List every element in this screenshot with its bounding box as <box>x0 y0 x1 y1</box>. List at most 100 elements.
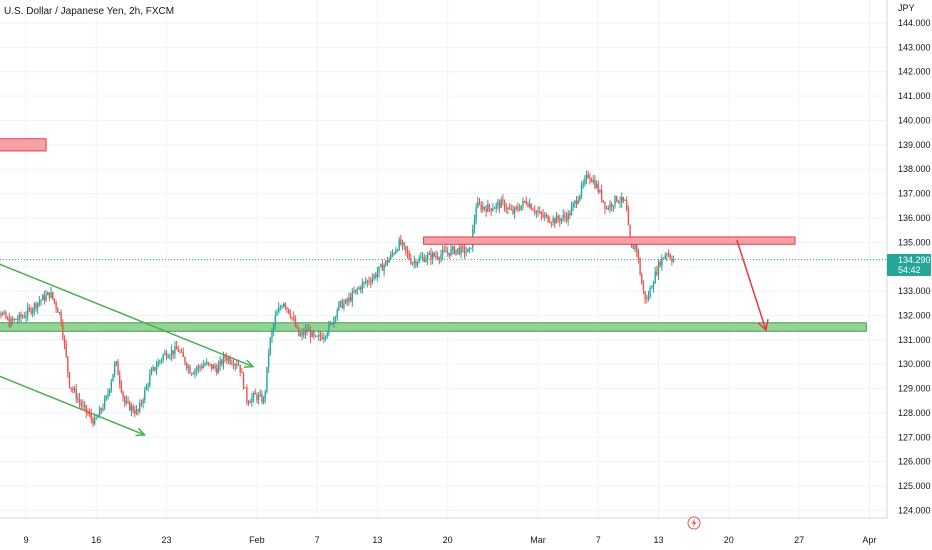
candle-down <box>430 253 432 260</box>
candle-up <box>259 394 261 396</box>
candle-up <box>388 258 390 263</box>
candle-up <box>257 395 260 400</box>
candle-down <box>232 363 235 366</box>
candle-up <box>82 404 84 406</box>
last-price-value: 134.290 <box>898 255 931 265</box>
resistance-zone-main <box>423 236 796 245</box>
candle-down <box>359 287 362 290</box>
candle-up <box>328 324 330 334</box>
candle-up <box>311 331 313 338</box>
candle-down <box>117 361 119 375</box>
candle-up <box>555 216 558 224</box>
candle-up <box>441 250 444 255</box>
candle-up <box>425 259 427 262</box>
candle-down <box>641 274 643 285</box>
candle-down <box>498 202 501 208</box>
candle-up <box>164 352 166 355</box>
grid-lines <box>0 0 887 518</box>
candle-down <box>124 396 126 404</box>
candle-down <box>184 357 186 364</box>
candle-down <box>438 258 441 259</box>
candle-up <box>144 389 146 401</box>
candle-up <box>281 306 283 308</box>
candle-up <box>299 335 302 337</box>
candle-up <box>457 248 459 250</box>
candle-up <box>579 195 581 201</box>
candle-up <box>50 292 52 298</box>
candle-down <box>381 264 384 271</box>
candle-up <box>329 322 332 325</box>
candle-down <box>400 239 402 245</box>
y-tick-label: 142.000 <box>898 67 931 77</box>
candle-down <box>189 366 191 374</box>
candle-up <box>237 364 240 366</box>
candle-down <box>92 418 94 425</box>
candle-down <box>78 398 81 403</box>
y-tick-label: 124.000 <box>898 505 931 515</box>
candle-up <box>380 264 382 267</box>
x-tick-label: 23 <box>162 535 172 545</box>
candle-down <box>241 371 243 374</box>
candle-up <box>426 254 429 260</box>
candle-down <box>550 222 553 224</box>
candle-up <box>336 310 338 318</box>
candle-up <box>97 415 99 418</box>
candle-down <box>182 351 184 358</box>
candle-down <box>353 292 355 293</box>
candle-down <box>11 318 14 321</box>
candle-down <box>375 275 377 277</box>
countdown-value: 54:42 <box>898 265 921 275</box>
candle-up <box>267 353 270 368</box>
price-axis[interactable]: JPY 144.000 143.000 142.000 141.000 140.000 1… <box>886 0 932 518</box>
candle-down <box>341 300 343 309</box>
candle-down <box>410 258 412 264</box>
candle-up <box>135 409 138 414</box>
candle-up <box>304 329 307 335</box>
candle-up <box>455 249 457 254</box>
candle-up <box>149 374 151 385</box>
lightning-icon[interactable] <box>687 516 701 530</box>
candle-down <box>557 216 559 220</box>
candle-down <box>0 313 2 316</box>
candle-down <box>185 363 188 368</box>
candle-up <box>383 264 385 271</box>
candle-up <box>222 355 225 365</box>
candle-up <box>251 397 253 403</box>
candle-down <box>615 196 618 202</box>
candle-up <box>272 324 275 332</box>
y-tick-label: 143.000 <box>898 42 931 52</box>
trend-lines <box>0 263 255 437</box>
candle-down <box>405 245 407 251</box>
candle-up <box>487 204 489 212</box>
candle-down <box>443 250 446 252</box>
candle-up <box>244 387 246 389</box>
candle-up <box>492 209 494 211</box>
candle-up <box>282 303 285 307</box>
candle-up <box>326 333 328 337</box>
candle-down <box>209 363 211 365</box>
candle-up <box>513 207 516 214</box>
candle-up <box>621 197 623 203</box>
candle-up <box>187 366 190 368</box>
candle-down <box>517 207 519 210</box>
candle-down <box>127 401 129 402</box>
candle-up <box>507 207 509 210</box>
candle-up <box>58 312 61 313</box>
candle-up <box>95 417 97 419</box>
candle-up <box>262 397 265 403</box>
candle-down <box>88 413 91 415</box>
candle-down <box>433 253 435 257</box>
candle-up <box>338 302 340 311</box>
time-axis[interactable]: 9 16 23 Feb 7 13 20 Mar 7 13 20 27 Apr <box>0 517 932 550</box>
candle-down <box>667 254 670 255</box>
candle-up <box>373 275 375 279</box>
candle-up <box>160 359 163 361</box>
candle-up <box>652 283 655 288</box>
x-tick-label: 16 <box>91 535 101 545</box>
candle-down <box>177 349 179 352</box>
candle-up <box>249 402 251 404</box>
candle-up <box>98 408 101 416</box>
candle-up <box>308 329 310 332</box>
candle-down <box>83 404 86 406</box>
